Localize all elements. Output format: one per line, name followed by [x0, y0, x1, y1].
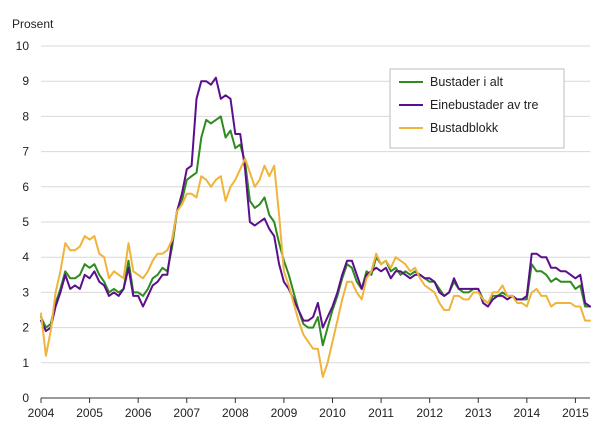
x-tick-label: 2006 [125, 406, 152, 420]
y-tick-label: 3 [22, 285, 29, 299]
legend-label: Bustader i alt [430, 75, 503, 89]
y-axis-title: Prosent [12, 17, 54, 31]
x-tick-label: 2007 [173, 406, 200, 420]
x-tick-label: 2013 [465, 406, 492, 420]
series-line-2 [40, 76, 591, 333]
axes: 0 1 2 3 4 5 6 7 8 9 10 2004 2005 2006 2007 2008 2009 2010… [16, 39, 590, 420]
x-tick-label: 2015 [562, 406, 589, 420]
y-tick-label: 6 [22, 180, 29, 194]
x-tick-label: 2008 [222, 406, 249, 420]
y-tick-label: 2 [22, 321, 29, 335]
legend-label: Bustadblokk [430, 121, 499, 135]
series-line-3 [40, 157, 591, 378]
y-tick-label: 4 [22, 250, 29, 264]
series-lines [40, 76, 591, 378]
y-tick-label: 7 [22, 145, 29, 159]
x-tick-label: 2011 [368, 406, 394, 420]
x-tick-label: 2009 [271, 406, 298, 420]
y-tick-label: 0 [22, 391, 29, 405]
x-tick-label: 2010 [319, 406, 346, 420]
y-tick-label: 1 [22, 356, 29, 370]
legend: Bustader i alt Einebustader av tre Bustadb… [389, 68, 565, 149]
x-tick-label: 2004 [28, 406, 55, 420]
y-tick-label: 10 [16, 39, 30, 53]
x-tick-label: 2014 [513, 406, 540, 420]
y-tick-label: 8 [22, 109, 29, 123]
x-tick-label: 2005 [76, 406, 103, 420]
x-tick-label: 2012 [416, 406, 443, 420]
y-tick-label: 5 [22, 215, 29, 229]
legend-label: Einebustader av tre [430, 98, 538, 112]
y-tick-label: 9 [22, 74, 29, 88]
